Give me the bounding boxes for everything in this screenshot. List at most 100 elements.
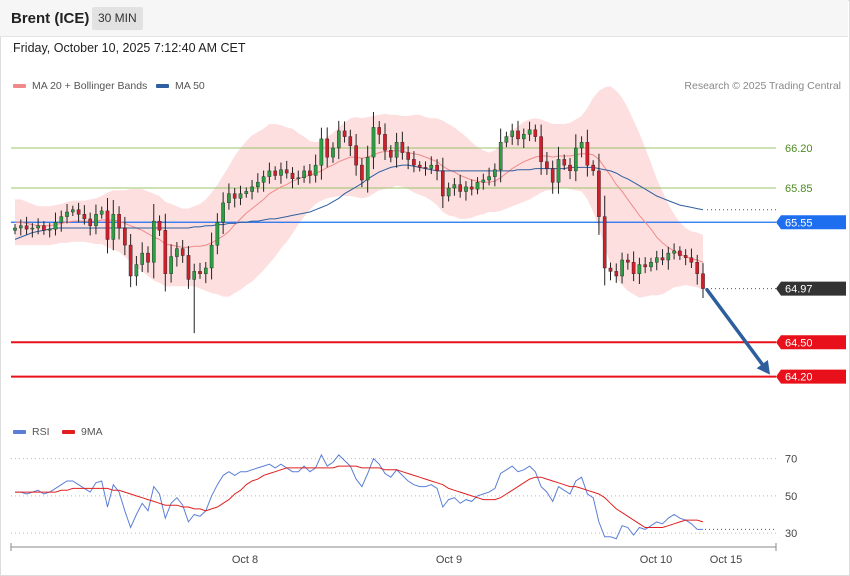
candle	[337, 130, 341, 149]
candle	[568, 164, 572, 172]
candle	[342, 130, 347, 137]
candle	[614, 271, 619, 277]
candle	[140, 252, 145, 265]
candle	[533, 129, 538, 137]
level-tag-5	[776, 369, 846, 384]
candle	[672, 250, 676, 254]
price-levels	[11, 147, 776, 378]
candle	[389, 150, 393, 158]
rsi-9ma-swatch	[62, 430, 75, 434]
rsi-legend-rsi: RSI	[13, 426, 50, 438]
candle	[146, 252, 150, 263]
ma20-legend-label: MA 20 + Bollinger Bands	[32, 80, 148, 92]
candle	[574, 147, 578, 172]
candle	[175, 248, 179, 257]
candle	[238, 193, 243, 199]
timeframe-badge[interactable]: 30 MIN	[92, 7, 143, 30]
candle	[620, 259, 624, 277]
candle	[429, 164, 434, 169]
candle	[244, 191, 249, 194]
candlesticks	[13, 112, 705, 334]
candle	[498, 142, 503, 170]
level-label-2: 65.55	[785, 217, 813, 229]
rsi-tick-50: 50	[785, 491, 797, 503]
candle	[221, 202, 225, 223]
time-axis: Oct 8 Oct 9 Oct 10 Oct 15	[10, 543, 777, 566]
ma50-line	[14, 164, 704, 240]
rsi-line	[15, 453, 703, 540]
x-tick-label: Oct 15	[710, 554, 742, 566]
candle	[695, 262, 699, 274]
level-label-3: 64.97	[785, 284, 813, 296]
candle	[371, 127, 376, 158]
x-tick-label: Oct 10	[640, 554, 672, 566]
candle	[198, 271, 202, 274]
instrument-title: Brent (ICE)	[11, 10, 90, 27]
level-label-1: 65.85	[785, 183, 813, 195]
candle	[203, 267, 208, 274]
bollinger-band-area	[15, 86, 703, 298]
candle	[423, 167, 428, 169]
candle	[458, 184, 463, 192]
candle	[302, 170, 306, 178]
candle	[273, 170, 278, 176]
candle	[631, 262, 636, 274]
candle	[24, 225, 29, 230]
price-legend-ma20: MA 20 + Bollinger Bands	[13, 80, 147, 92]
rsi-9ma-line	[15, 465, 704, 528]
rsi-legend-9ma: 9MA	[62, 426, 103, 438]
ma50-swatch	[156, 84, 169, 88]
candle	[643, 264, 647, 268]
candle	[637, 264, 642, 274]
candle	[134, 264, 139, 277]
candle	[522, 134, 526, 140]
candle	[123, 227, 127, 246]
level-label-0: 66.20	[785, 143, 813, 155]
candle	[597, 170, 601, 217]
candle	[475, 182, 480, 190]
candle	[655, 257, 659, 263]
candle	[435, 164, 439, 172]
candle	[169, 256, 173, 274]
candle	[452, 184, 457, 189]
candle	[649, 262, 653, 268]
forecast-arrow-head	[756, 359, 770, 375]
candle	[487, 176, 491, 181]
level-label-5: 64.20	[785, 372, 813, 384]
rsi-9ma-legend-label: 9MA	[81, 426, 103, 438]
level-tag-2	[776, 215, 846, 230]
candle	[400, 142, 405, 153]
candle	[464, 186, 468, 192]
candle	[545, 161, 549, 169]
level-labels: 66.20 65.85 65.55 64.97 64.50 64.20	[776, 143, 846, 384]
candle	[36, 225, 40, 229]
candle	[256, 182, 260, 188]
candle	[481, 179, 486, 183]
candle	[105, 210, 110, 240]
candle	[562, 159, 567, 166]
price-legend-ma50: MA 50	[156, 80, 205, 92]
level-tag-3	[776, 281, 846, 296]
candle	[267, 170, 272, 177]
candle	[539, 136, 543, 162]
ma50-legend-label: MA 50	[175, 80, 205, 92]
candle	[128, 244, 133, 277]
candle	[360, 164, 364, 181]
candle	[47, 228, 52, 231]
candle	[290, 172, 295, 180]
candle	[666, 252, 671, 261]
x-tick-label: Oct 9	[436, 554, 462, 566]
candle	[30, 227, 35, 230]
candle	[88, 218, 92, 226]
candle	[579, 142, 584, 149]
candle	[13, 227, 17, 231]
rsi-legend-label: RSI	[32, 426, 50, 438]
report-datetime: Friday, October 10, 2025 7:12:40 AM CET	[13, 41, 246, 55]
candle	[510, 130, 515, 137]
candle	[585, 142, 590, 166]
candle	[527, 129, 532, 135]
candle	[192, 271, 197, 280]
candle	[151, 220, 156, 263]
candle	[99, 210, 104, 215]
candle	[608, 267, 613, 272]
